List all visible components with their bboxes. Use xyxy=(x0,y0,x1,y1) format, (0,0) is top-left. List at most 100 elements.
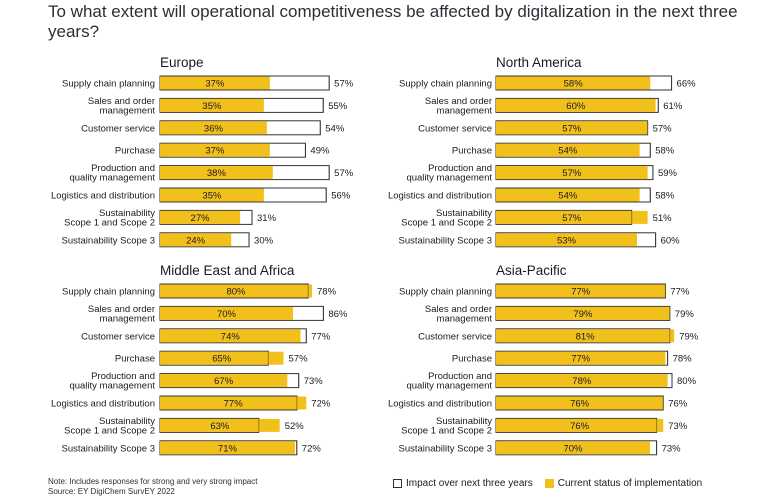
current-bar xyxy=(160,210,241,224)
category-label: Purchase xyxy=(115,354,155,365)
current-value-label: 81% xyxy=(576,331,596,342)
current-value-label: 70% xyxy=(563,443,583,454)
current-value-label: 27% xyxy=(191,213,211,224)
impact-value-label: 78% xyxy=(317,287,337,298)
category-label: quality management xyxy=(69,173,155,184)
legend: Impact over next three years Current sta… xyxy=(393,478,702,489)
impact-value-label: 77% xyxy=(311,331,331,342)
source-text: Source: EY DigiChem SurvEY 2022 xyxy=(48,487,175,496)
current-value-label: 76% xyxy=(570,399,590,410)
impact-value-label: 72% xyxy=(302,443,322,454)
category-label: Purchase xyxy=(452,146,492,157)
legend-label-current: Current status of implementation xyxy=(557,478,703,489)
impact-value-label: 60% xyxy=(661,235,681,246)
current-bar xyxy=(496,121,648,135)
impact-value-label: 66% xyxy=(677,79,697,90)
current-bar xyxy=(496,233,637,247)
legend-label-impact: Impact over next three years xyxy=(406,478,533,489)
category-label: Scope 1 and Scope 2 xyxy=(401,217,492,228)
middle-east-and-africa-panel-title: Middle East and Africa xyxy=(160,263,295,278)
current-value-label: 71% xyxy=(218,443,238,454)
current-value-label: 57% xyxy=(562,123,582,134)
current-value-label: 63% xyxy=(210,421,230,432)
category-label: Customer service xyxy=(418,331,492,342)
category-label: Purchase xyxy=(115,146,155,157)
category-label: Supply chain planning xyxy=(62,79,155,90)
current-bar xyxy=(160,374,288,388)
category-label: Sustainability xyxy=(436,416,492,427)
category-label: Logistics and distribution xyxy=(51,191,155,202)
current-bar xyxy=(496,306,670,320)
category-label: Sustainability xyxy=(99,416,155,427)
category-label: Logistics and distribution xyxy=(51,399,155,410)
current-bar xyxy=(496,143,640,157)
current-bar xyxy=(496,441,650,455)
current-value-label: 35% xyxy=(202,191,222,202)
current-value-label: 78% xyxy=(572,376,592,387)
current-value-label: 54% xyxy=(558,191,578,202)
impact-value-label: 76% xyxy=(668,399,688,410)
current-bar xyxy=(160,441,295,455)
category-label: Scope 1 and Scope 2 xyxy=(64,425,155,436)
current-value-label: 37% xyxy=(205,79,225,90)
current-bar xyxy=(496,329,675,343)
category-label: Production and xyxy=(91,371,155,382)
category-label: Logistics and distribution xyxy=(388,399,492,410)
category-label: Sales and order xyxy=(425,304,492,315)
category-label: Scope 1 and Scope 2 xyxy=(64,217,155,228)
category-label: management xyxy=(437,313,493,324)
impact-value-label: 79% xyxy=(679,331,699,342)
impact-value-label: 57% xyxy=(653,123,673,134)
current-value-label: 77% xyxy=(224,399,244,410)
category-label: Customer service xyxy=(81,123,155,134)
category-label: Sustainability Scope 3 xyxy=(62,443,155,454)
current-value-label: 65% xyxy=(212,354,232,365)
note-text: Note: Includes responses for strong and … xyxy=(48,477,258,486)
category-label: management xyxy=(100,313,156,324)
impact-value-label: 72% xyxy=(311,399,331,410)
current-value-label: 38% xyxy=(207,168,227,179)
europe-panel-title: Europe xyxy=(160,55,204,70)
current-value-label: 57% xyxy=(562,213,582,224)
current-bar xyxy=(496,396,664,410)
current-value-label: 80% xyxy=(226,287,246,298)
category-label: management xyxy=(437,105,493,116)
category-label: Sales and order xyxy=(425,96,492,107)
category-label: Scope 1 and Scope 2 xyxy=(401,425,492,436)
current-bar xyxy=(160,121,267,135)
current-bar xyxy=(160,233,232,247)
current-bar xyxy=(160,188,264,202)
current-value-label: 67% xyxy=(214,376,234,387)
current-value-label: 57% xyxy=(562,168,582,179)
impact-value-label: 54% xyxy=(325,123,345,134)
category-label: Customer service xyxy=(418,123,492,134)
category-label: Supply chain planning xyxy=(399,79,492,90)
impact-value-label: 57% xyxy=(334,168,354,179)
current-value-label: 36% xyxy=(204,123,224,134)
current-bar xyxy=(496,374,668,388)
category-label: Sustainability Scope 3 xyxy=(62,235,155,246)
category-label: Purchase xyxy=(452,354,492,365)
category-label: management xyxy=(100,105,156,116)
current-bar xyxy=(160,143,270,157)
asia-pacific-panel-title: Asia-Pacific xyxy=(496,263,567,278)
impact-value-label: 79% xyxy=(675,309,695,320)
category-label: Sustainability Scope 3 xyxy=(399,443,492,454)
impact-value-label: 73% xyxy=(304,376,324,387)
impact-value-label: 58% xyxy=(655,191,675,202)
category-label: Sales and order xyxy=(88,96,155,107)
current-value-label: 54% xyxy=(558,146,578,157)
current-value-label: 77% xyxy=(571,287,591,298)
impact-value-label: 61% xyxy=(663,101,683,112)
current-bar xyxy=(496,166,648,180)
current-bar xyxy=(160,396,307,410)
impact-value-label: 30% xyxy=(254,235,274,246)
impact-value-label: 73% xyxy=(662,443,682,454)
category-label: Sustainability xyxy=(436,208,492,219)
impact-value-label: 59% xyxy=(658,168,678,179)
category-label: quality management xyxy=(69,381,155,392)
current-bar xyxy=(160,98,264,112)
current-bar xyxy=(496,418,664,432)
impact-value-label: 57% xyxy=(334,79,354,90)
impact-value-label: 80% xyxy=(677,376,697,387)
